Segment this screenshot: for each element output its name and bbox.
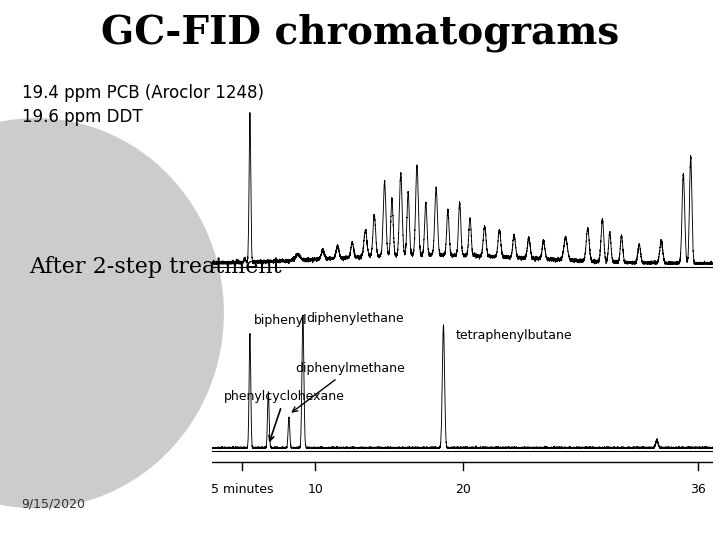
Text: diphenylethane: diphenylethane bbox=[307, 312, 404, 325]
Text: 19.4 ppm PCB (Aroclor 1248): 19.4 ppm PCB (Aroclor 1248) bbox=[22, 84, 264, 102]
Text: 9/15/2020: 9/15/2020 bbox=[22, 497, 86, 510]
Text: 19.6 ppm DDT: 19.6 ppm DDT bbox=[22, 108, 143, 126]
Text: diphenylmethane: diphenylmethane bbox=[292, 362, 405, 412]
Text: After 2-step treatment: After 2-step treatment bbox=[29, 256, 282, 279]
Text: 10: 10 bbox=[307, 483, 323, 496]
Text: 20: 20 bbox=[454, 483, 471, 496]
Text: biphenyl: biphenyl bbox=[254, 314, 308, 327]
Text: 5 minutes: 5 minutes bbox=[210, 483, 273, 496]
Text: 36: 36 bbox=[690, 483, 706, 496]
Ellipse shape bbox=[0, 119, 223, 508]
Text: phenylcyclohexane: phenylcyclohexane bbox=[224, 390, 345, 441]
Text: GC-FID chromatograms: GC-FID chromatograms bbox=[101, 14, 619, 52]
Text: tetraphenylbutane: tetraphenylbutane bbox=[455, 329, 572, 342]
